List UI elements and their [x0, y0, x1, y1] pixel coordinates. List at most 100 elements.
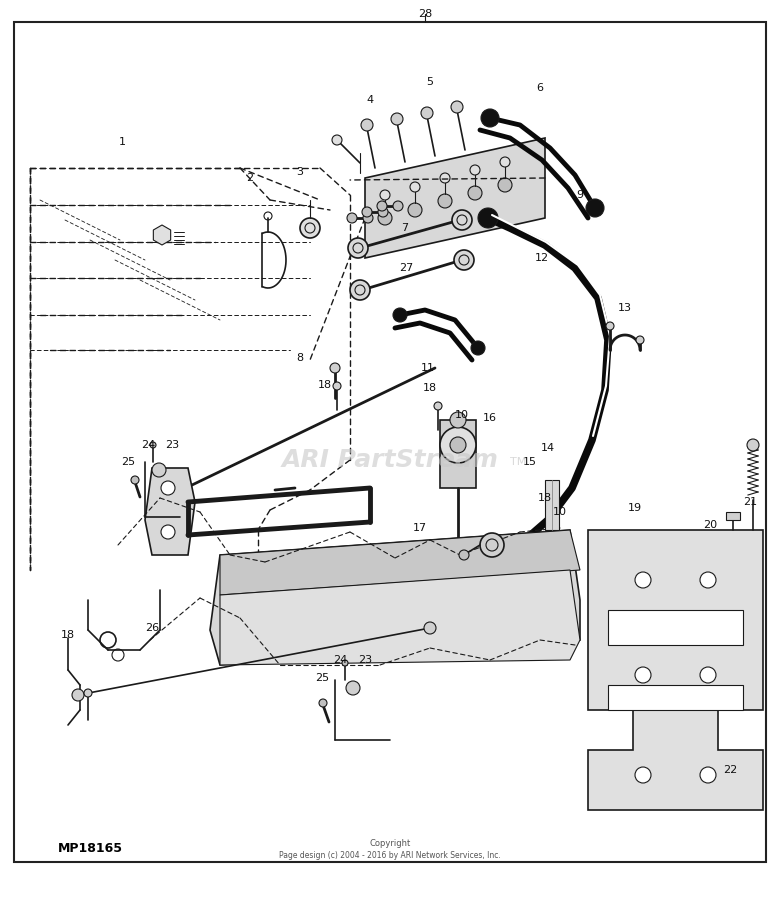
Text: 23: 23	[165, 440, 179, 450]
Text: 24: 24	[333, 655, 347, 665]
Circle shape	[393, 201, 403, 211]
Text: 25: 25	[121, 457, 135, 467]
Text: 19: 19	[628, 503, 642, 513]
Circle shape	[586, 199, 604, 217]
Circle shape	[378, 207, 388, 217]
Circle shape	[426, 588, 450, 612]
Circle shape	[440, 173, 450, 183]
Text: 4: 4	[367, 95, 374, 105]
Circle shape	[452, 210, 472, 230]
Circle shape	[300, 218, 320, 238]
Circle shape	[283, 603, 307, 627]
Text: 18: 18	[318, 380, 332, 390]
Polygon shape	[220, 570, 580, 665]
Text: 27: 27	[399, 263, 413, 273]
Circle shape	[700, 767, 716, 783]
Text: 16: 16	[483, 413, 497, 423]
Polygon shape	[365, 138, 545, 258]
Circle shape	[391, 113, 403, 125]
Circle shape	[333, 382, 341, 390]
Circle shape	[424, 622, 436, 634]
Text: 8: 8	[296, 353, 303, 363]
Circle shape	[161, 525, 175, 539]
Circle shape	[362, 207, 372, 217]
Circle shape	[451, 101, 463, 113]
Bar	[440, 420, 476, 488]
Text: 28: 28	[418, 9, 432, 19]
Text: 12: 12	[535, 253, 549, 263]
Circle shape	[410, 182, 420, 192]
Text: 14: 14	[541, 443, 555, 453]
Circle shape	[480, 533, 504, 557]
Text: 23: 23	[358, 655, 372, 665]
Circle shape	[635, 767, 651, 783]
Circle shape	[131, 476, 139, 484]
Circle shape	[500, 157, 510, 167]
Circle shape	[319, 699, 327, 707]
Text: ARI PartStream: ARI PartStream	[282, 448, 498, 472]
Circle shape	[471, 341, 485, 355]
Polygon shape	[210, 530, 580, 665]
Circle shape	[350, 280, 370, 300]
Circle shape	[348, 238, 368, 258]
Text: TM: TM	[510, 457, 526, 467]
Circle shape	[161, 481, 175, 495]
Circle shape	[72, 689, 84, 701]
Circle shape	[454, 250, 474, 270]
Circle shape	[512, 584, 528, 600]
Circle shape	[434, 402, 442, 410]
Circle shape	[498, 178, 512, 192]
Circle shape	[393, 308, 407, 322]
Circle shape	[347, 213, 357, 223]
Text: 18: 18	[423, 383, 437, 393]
Circle shape	[635, 667, 651, 683]
Polygon shape	[220, 530, 580, 595]
Text: 1: 1	[119, 137, 126, 147]
Circle shape	[378, 211, 392, 225]
Text: Copyright: Copyright	[370, 840, 410, 849]
Text: 17: 17	[413, 523, 427, 533]
Text: 2: 2	[246, 173, 254, 183]
Circle shape	[482, 535, 502, 555]
Circle shape	[459, 550, 469, 560]
Circle shape	[450, 437, 466, 453]
Circle shape	[150, 442, 156, 448]
Circle shape	[478, 208, 498, 228]
Text: 22: 22	[723, 765, 737, 775]
Polygon shape	[145, 468, 195, 555]
Text: Page design (c) 2004 - 2016 by ARI Network Services, Inc.: Page design (c) 2004 - 2016 by ARI Netwo…	[279, 851, 501, 860]
Circle shape	[380, 190, 390, 200]
Circle shape	[468, 186, 482, 200]
Circle shape	[84, 689, 92, 697]
Circle shape	[635, 572, 651, 588]
Text: 7: 7	[402, 223, 409, 233]
Polygon shape	[154, 225, 171, 245]
Text: 3: 3	[296, 167, 303, 177]
Circle shape	[330, 363, 340, 373]
Circle shape	[332, 135, 342, 145]
Circle shape	[450, 412, 466, 428]
Circle shape	[438, 194, 452, 208]
Circle shape	[636, 336, 644, 344]
Text: 10: 10	[455, 410, 469, 420]
Circle shape	[747, 439, 759, 451]
Bar	[608, 610, 743, 645]
Text: 18: 18	[61, 630, 75, 640]
Text: MP18165: MP18165	[58, 841, 123, 855]
Text: 15: 15	[523, 457, 537, 467]
Circle shape	[363, 213, 373, 223]
Bar	[608, 685, 743, 710]
Circle shape	[361, 119, 373, 131]
Circle shape	[342, 660, 348, 666]
Text: 24: 24	[141, 440, 155, 450]
Bar	[545, 480, 559, 530]
Circle shape	[346, 681, 360, 695]
Text: 9: 9	[576, 190, 583, 200]
Circle shape	[700, 667, 716, 683]
Text: 26: 26	[145, 623, 159, 633]
Circle shape	[700, 572, 716, 588]
Polygon shape	[726, 512, 740, 520]
Text: 18: 18	[538, 493, 552, 503]
Text: 20: 20	[703, 520, 717, 530]
Text: 21: 21	[743, 497, 757, 507]
